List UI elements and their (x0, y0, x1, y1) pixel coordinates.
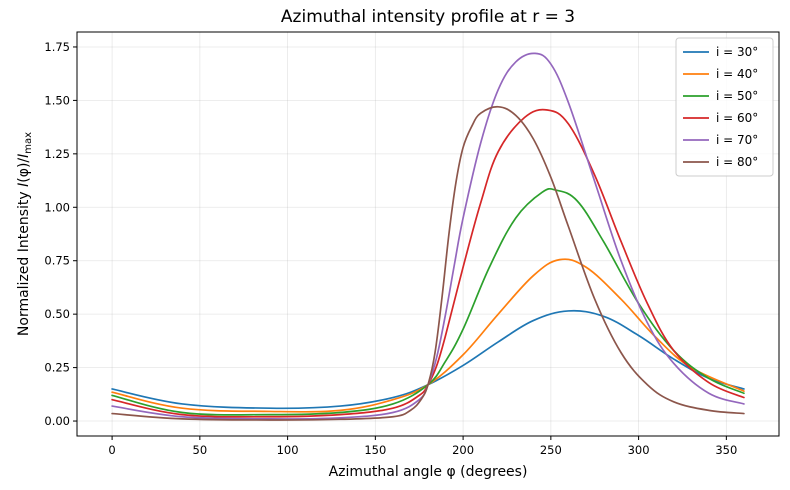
grid (77, 32, 779, 436)
series-line-6 (111, 105, 745, 421)
y-tick-label: 0.25 (44, 361, 70, 375)
y-axis-label-mid: (φ)/ (16, 158, 32, 183)
x-tick-label: 200 (452, 443, 474, 457)
x-tick-label: 250 (540, 443, 562, 457)
y-axis-label-i2: I (16, 154, 32, 158)
series-line-3 (111, 187, 745, 416)
y-axis-label-subscript: max (23, 132, 34, 154)
x-tick-label: 300 (628, 443, 650, 457)
legend-box (675, 37, 774, 177)
y-axis-label: Normalized Intensity I(φ)/Imax (16, 132, 34, 336)
x-tick-label: 50 (193, 443, 208, 457)
series-line-2 (111, 258, 745, 413)
legend: i = 30° i = 40° i = 50° i = 60° i = 70° i = 8… (675, 37, 774, 177)
y-tick-label: 0.50 (44, 307, 70, 321)
series-line-5 (111, 52, 745, 420)
x-tick-label: 150 (364, 443, 386, 457)
legend-label: i = 60° (716, 111, 758, 125)
legend-label: i = 30° (716, 45, 758, 59)
y-tick-label: 1.50 (44, 93, 70, 107)
series-lines (111, 52, 745, 421)
y-axis-label-prefix: Normalized Intensity (16, 187, 32, 336)
chart-title: Azimuthal intensity profile at r = 3 (281, 7, 575, 27)
axis-ticks: 0 50 100 150 200 250 300 350 0.00 0.25 0.50 0.75 1.0… (44, 40, 737, 457)
x-tick-label: 0 (108, 443, 115, 457)
legend-label: i = 80° (716, 155, 758, 169)
series-line-4 (111, 108, 745, 418)
legend-label: i = 50° (716, 89, 758, 103)
x-tick-label: 100 (277, 443, 299, 457)
y-axis-label-i: I (16, 183, 32, 187)
series-line-1 (111, 309, 745, 410)
y-tick-label: 1.75 (44, 40, 70, 54)
y-tick-label: 0.00 (44, 414, 70, 428)
x-tick-label: 350 (715, 443, 737, 457)
x-axis-label: Azimuthal angle φ (degrees) (329, 464, 528, 480)
y-tick-label: 0.75 (44, 254, 70, 268)
y-tick-label: 1.00 (44, 200, 70, 214)
legend-label: i = 40° (716, 67, 758, 81)
legend-label: i = 70° (716, 133, 758, 147)
plot-area-frame (76, 31, 780, 437)
y-tick-label: 1.25 (44, 147, 70, 161)
